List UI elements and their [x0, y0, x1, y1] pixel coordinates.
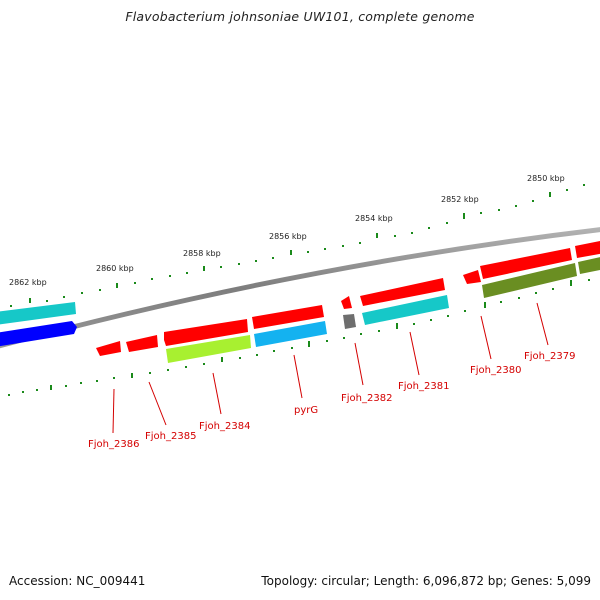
forward-strand-genes — [0, 241, 600, 346]
gene-arrow-fjoh-2384 — [164, 319, 248, 346]
gene-arrow-cyan-top — [0, 302, 76, 325]
gene-arrow-pyrG — [252, 305, 324, 329]
leader-fjoh-2379 — [536, 302, 549, 346]
gene-label-fjoh-2385: Fjoh_2385 — [145, 431, 196, 442]
leader-fjoh-2382 — [354, 342, 364, 386]
topology-text: Topology: circular; Length: 6,096,872 bp… — [261, 574, 591, 588]
leader-fjoh-2386 — [112, 388, 115, 434]
gene-labels: Fjoh_2379 Fjoh_2380 Fjoh_2381 Fjoh_2382 … — [88, 351, 575, 450]
leader-fjoh-2380 — [480, 315, 492, 360]
gene-arrow-olive — [482, 263, 577, 298]
gene-label-fjoh-2379: Fjoh_2379 — [524, 351, 575, 362]
leader-fjoh-2385 — [148, 381, 167, 426]
leader-pyrG — [293, 354, 303, 399]
map-title: Flavobacterium johnsoniae UW101, complet… — [125, 9, 475, 24]
reverse-strand-genes — [0, 257, 600, 363]
gene-label-fjoh-2382: Fjoh_2382 — [341, 393, 392, 404]
gene-label-fjoh-2386: Fjoh_2386 — [88, 439, 139, 450]
inner-ruler — [8, 279, 590, 396]
leader-fjoh-2381 — [409, 331, 420, 376]
kbp-label-2862: 2862 kbp — [9, 278, 47, 287]
kbp-label-2860: 2860 kbp — [96, 264, 134, 273]
gene-arrow-fjoh-2379 — [480, 248, 572, 279]
gene-arrow-red-edge — [575, 241, 600, 258]
gene-label-fjoh-2384: Fjoh_2384 — [199, 421, 250, 432]
accession-text: Accession: NC_009441 — [9, 574, 146, 588]
genome-backbone — [0, 227, 600, 349]
gene-arrow-fjoh-2380 — [463, 270, 481, 284]
gene-arrow-fjoh-2381 — [360, 278, 445, 306]
kbp-labels: 2850 kbp 2852 kbp 2854 kbp 2856 kbp 2858… — [9, 174, 565, 287]
gene-label-leaders — [112, 302, 549, 434]
kbp-label-2850: 2850 kbp — [527, 174, 565, 183]
gene-arrow-gray — [343, 314, 356, 329]
gene-arrow-fjoh-2386 — [96, 341, 121, 356]
kbp-label-2858: 2858 kbp — [183, 249, 221, 258]
kbp-label-2856: 2856 kbp — [269, 232, 307, 241]
leader-fjoh-2384 — [212, 372, 222, 415]
gene-label-fjoh-2380: Fjoh_2380 — [470, 365, 521, 376]
gene-arrow-olive-edge — [578, 257, 600, 274]
kbp-label-2854: 2854 kbp — [355, 214, 393, 223]
gene-arrow-lime — [166, 335, 251, 363]
gene-label-pyrG: pyrG — [294, 405, 318, 416]
gene-arrow-cyan-bottom — [362, 295, 449, 325]
gene-arrow-fjoh-2382 — [341, 296, 352, 309]
gene-arrow-sky — [254, 321, 327, 347]
kbp-label-2852: 2852 kbp — [441, 195, 479, 204]
gene-label-fjoh-2381: Fjoh_2381 — [398, 381, 449, 392]
outer-ruler — [10, 184, 585, 307]
gene-arrow-blue — [0, 321, 77, 347]
gene-arrow-fjoh-2385 — [126, 335, 158, 352]
